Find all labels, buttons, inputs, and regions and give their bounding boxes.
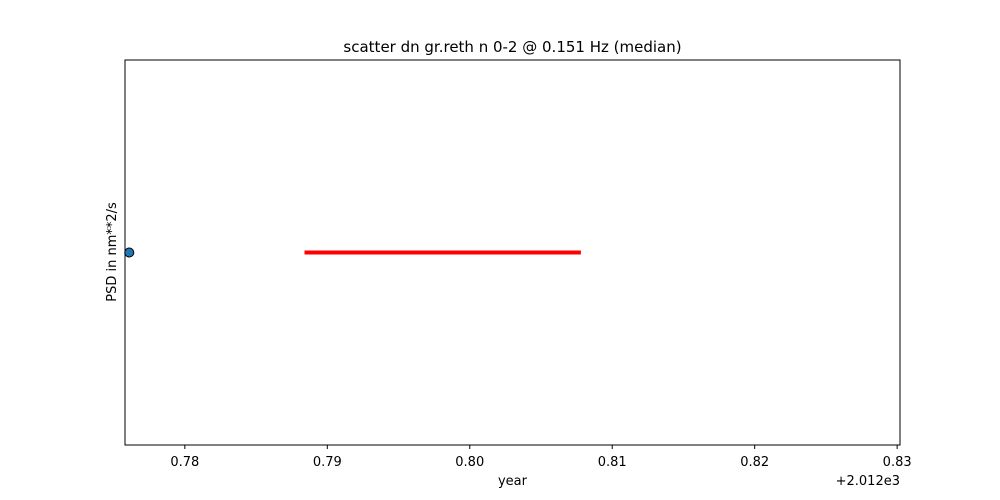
x-axis-ticks: 0.78 0.79 0.80 0.81 0.82 0.83 — [170, 445, 912, 470]
x-tick-label: 0.81 — [598, 455, 627, 470]
x-tick-label: 0.82 — [740, 455, 769, 470]
y-axis-label: PSD in nm**2/s — [105, 202, 120, 302]
scatter-point — [124, 247, 135, 258]
x-tick-label: 0.80 — [455, 455, 484, 470]
x-tick-label: 0.83 — [883, 455, 912, 470]
x-tick-label: 0.78 — [170, 455, 199, 470]
x-tick-label: 0.79 — [313, 455, 342, 470]
chart-title: scatter dn gr.reth n 0-2 @ 0.151 Hz (med… — [343, 38, 681, 56]
x-axis-offset-label: +2.012e3 — [836, 474, 900, 489]
x-axis-label: year — [498, 474, 528, 489]
series-layer — [124, 247, 581, 258]
